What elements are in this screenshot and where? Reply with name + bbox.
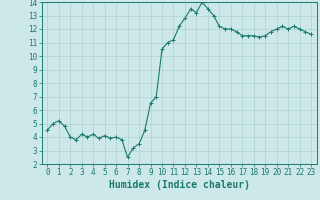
X-axis label: Humidex (Indice chaleur): Humidex (Indice chaleur) bbox=[109, 180, 250, 190]
